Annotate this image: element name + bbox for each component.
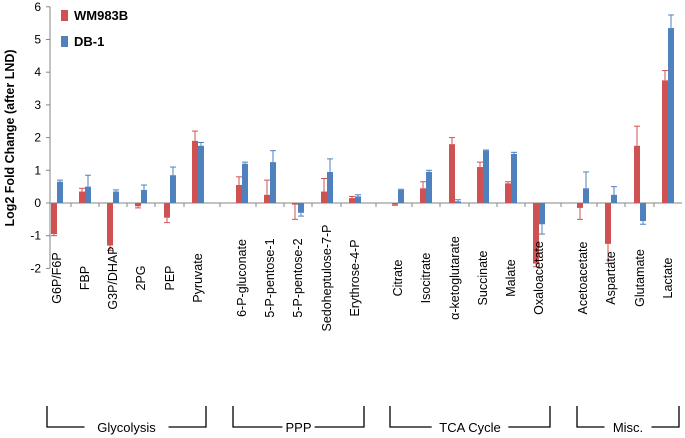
bar-wm983b-6-p-gluconate: [236, 185, 242, 203]
bar-wm983b-isocitrate: [420, 188, 426, 203]
category-label-aspartate: Aspartate: [604, 251, 618, 305]
group-label-background: [282, 419, 315, 435]
bar-db-1-6-p-gluconate: [242, 163, 248, 203]
category-label-g3p-dhap: G3P/DHAP: [106, 246, 120, 309]
y-tick-label: 2: [34, 131, 41, 145]
bar-wm983b-g6p-f6p: [51, 203, 57, 235]
group-label-background: [84, 419, 169, 435]
bar-wm983b-g3p-dhap: [107, 203, 113, 246]
category-label-succinate: Succinate: [476, 251, 490, 306]
y-axis-label: Log2 Fold Change (after LND): [3, 49, 17, 226]
bar-wm983b-succinate: [477, 167, 483, 203]
group-label-ppp: PPP: [285, 420, 311, 435]
bar-wm983b-erythrose-4-p: [349, 198, 355, 203]
bar-wm983b-oxaloacetate: [533, 203, 539, 264]
legend: WM983B DB-1: [61, 8, 128, 49]
category-label-oxaloacetate: Oxaloacetate: [532, 241, 546, 315]
bar-wm983b-aspartate: [605, 203, 611, 244]
category-label-malate: Malate: [504, 259, 518, 297]
category-label-6-p-gluconate: 6-P-gluconate: [235, 239, 249, 317]
y-tick-label: 4: [34, 65, 41, 79]
y-tick-label: -1: [30, 229, 41, 243]
category-label-lactate: Lactate: [661, 257, 675, 298]
bar-db-1-5-p-pentose-2: [298, 203, 304, 213]
group-label-background: [604, 419, 652, 435]
bar-db-1-malate: [511, 153, 517, 203]
bar-db-1-acetoacetate: [583, 188, 589, 203]
y-tick-label: 1: [34, 163, 41, 177]
category-label-acetoacetate: Acetoacetate: [576, 241, 590, 314]
bar-wm983b-pyruvate: [192, 140, 198, 203]
bar-db-1-5-p-pentose-1: [270, 162, 276, 203]
bar-wm983b-acetoacetate: [577, 203, 583, 208]
y-tick-label: 0: [34, 196, 41, 210]
bar-db-1-aspartate: [611, 194, 617, 203]
legend-label-db-1: DB-1: [74, 34, 104, 49]
category-label-fbp: FBP: [78, 266, 92, 290]
category-label-5-p-pentose-2: 5-P-pentose-2: [291, 238, 305, 317]
bar-db-1-fbp: [85, 186, 91, 203]
bar-wm983b-pep: [164, 203, 170, 218]
category-label-sedoheptulose-7-p: Sedoheptulose-7-P: [320, 224, 334, 331]
y-ticks: -2 -1 0 1 2 3 4 5 6: [30, 0, 50, 275]
bar-db-1-pep: [170, 175, 176, 203]
y-tick-label: 3: [34, 98, 41, 112]
y-tick-label: -2: [30, 261, 41, 275]
category-label-citrate: Citrate: [391, 260, 405, 297]
category-label-g6p-f6p: G6P/F6P: [50, 252, 64, 303]
y-tick-label: 5: [34, 33, 41, 47]
group-label-glycolysis: Glycolysis: [97, 420, 156, 435]
category-label-2pg: 2PG: [134, 265, 148, 290]
bar-db-1-pyruvate: [198, 145, 204, 203]
bar-db-1-sedoheptulose-7-p: [327, 171, 333, 203]
legend-swatch-wm983b: [61, 10, 68, 21]
bar-db-1-2pg: [141, 189, 147, 203]
bar-db-1-erythrose-4-p: [355, 196, 361, 203]
bar-db-1-isocitrate: [426, 171, 432, 203]
bar-wm983b-sedoheptulose-7-p: [321, 191, 327, 203]
bar-wm983b-malate: [505, 183, 511, 203]
bar-wm983b-glutamate: [634, 145, 640, 203]
bar-db-1-g6p-f6p: [57, 181, 63, 203]
category-label-glutamate: Glutamate: [633, 249, 647, 307]
bar-db-1-g3p-dhap: [113, 191, 119, 203]
category-label-erythrose-4-p: Erythrose-4-P: [348, 239, 362, 316]
group-label-misc: Misc.: [613, 420, 643, 435]
bars: [51, 14, 674, 268]
bar-wm983b-fbp: [79, 191, 85, 203]
bar-wm983b-5-p-pentose-2: [292, 203, 298, 205]
bar-db-1-citrate: [398, 189, 404, 203]
category-label-isocitrate: Isocitrate: [419, 253, 433, 304]
y-tick-label: 6: [34, 0, 41, 14]
axes: [49, 6, 682, 269]
legend-label-wm983b: WM983B: [74, 8, 128, 23]
bar-db-1-oxaloacetate: [539, 203, 545, 225]
category-label-pep: PEP: [163, 265, 177, 290]
legend-swatch-db-1: [61, 36, 68, 47]
category-labels: G6P/F6P FBP G3P/DHAP 2PG PEP Pyruvate 6-P-gluc…: [50, 224, 675, 331]
bar-wm983b-lactate: [662, 80, 668, 203]
group-brackets: Glycolysis PPP TCA Cycle Misc.: [46, 406, 680, 435]
bar-db-1-glutamate: [640, 203, 646, 221]
bar-db-1-succinate: [483, 150, 489, 203]
bar-wm983b-citrate: [392, 203, 398, 205]
category-label-5-p-pentose-1: 5-P-pentose-1: [263, 238, 277, 317]
group-label-tca-cycle: TCA Cycle: [439, 420, 500, 435]
bar-wm983b-5-p-pentose-1: [264, 194, 270, 203]
category-label-pyruvate: Pyruvate: [191, 253, 205, 302]
bar-db-1-lactate: [668, 28, 674, 204]
category-label-ketoglutarate: α-ketoglutarate: [448, 236, 462, 320]
bar-wm983b-ketoglutarate: [449, 144, 455, 203]
group-label-background: [431, 419, 509, 435]
bar-db-1-ketoglutarate: [455, 201, 461, 203]
bar-wm983b-2pg: [135, 203, 141, 207]
